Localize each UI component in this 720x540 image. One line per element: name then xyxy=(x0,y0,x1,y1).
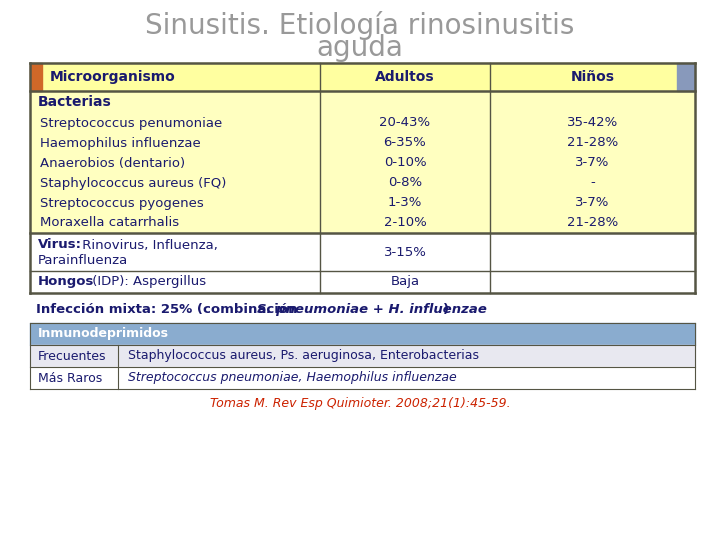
Text: Bacterias: Bacterias xyxy=(38,95,112,109)
Text: Streptococcus penumoniae: Streptococcus penumoniae xyxy=(40,117,222,130)
Bar xyxy=(42,63,677,91)
Text: S. pneumoniae + H. influenzae: S. pneumoniae + H. influenzae xyxy=(257,302,487,315)
Text: Baja: Baja xyxy=(390,275,420,288)
Bar xyxy=(677,63,695,91)
Text: Haemophilus influenzae: Haemophilus influenzae xyxy=(40,137,201,150)
Text: Inmunodeprimidos: Inmunodeprimidos xyxy=(38,327,169,341)
Text: Anaerobios (dentario): Anaerobios (dentario) xyxy=(40,157,185,170)
Text: Niños: Niños xyxy=(570,70,614,84)
Text: Hongos: Hongos xyxy=(38,275,94,288)
Bar xyxy=(30,367,695,389)
Text: Adultos: Adultos xyxy=(375,70,435,84)
Text: 2-10%: 2-10% xyxy=(384,217,426,230)
Text: Parainfluenza: Parainfluenza xyxy=(38,254,128,267)
Text: ): ) xyxy=(443,302,449,315)
Text: 0-10%: 0-10% xyxy=(384,157,426,170)
Bar xyxy=(30,271,695,293)
Text: Staphylococcus aureus, Ps. aeruginosa, Enterobacterias: Staphylococcus aureus, Ps. aeruginosa, E… xyxy=(128,349,479,362)
Bar xyxy=(30,345,695,367)
Text: 3-15%: 3-15% xyxy=(384,246,426,260)
Bar xyxy=(30,323,695,345)
Bar xyxy=(30,233,695,271)
Text: 21-28%: 21-28% xyxy=(567,137,618,150)
Text: (IDP): Aspergillus: (IDP): Aspergillus xyxy=(88,275,206,288)
Text: 3-7%: 3-7% xyxy=(575,157,610,170)
Text: 3-7%: 3-7% xyxy=(575,197,610,210)
Text: -: - xyxy=(590,177,595,190)
Bar xyxy=(30,91,695,233)
Text: 1-3%: 1-3% xyxy=(388,197,422,210)
Text: 35-42%: 35-42% xyxy=(567,117,618,130)
Text: Rinovirus, Influenza,: Rinovirus, Influenza, xyxy=(78,239,218,252)
Text: 0-8%: 0-8% xyxy=(388,177,422,190)
Text: Streptococcus pneumoniae, Haemophilus influenzae: Streptococcus pneumoniae, Haemophilus in… xyxy=(128,372,456,384)
Text: 6-35%: 6-35% xyxy=(384,137,426,150)
Text: Más Raros: Más Raros xyxy=(38,372,102,384)
Bar xyxy=(30,63,42,91)
Text: Moraxella catarrhalis: Moraxella catarrhalis xyxy=(40,217,179,230)
Text: Virus:: Virus: xyxy=(38,239,82,252)
Text: 20-43%: 20-43% xyxy=(379,117,431,130)
Text: Frecuentes: Frecuentes xyxy=(38,349,107,362)
Text: Streptococcus pyogenes: Streptococcus pyogenes xyxy=(40,197,204,210)
Text: Staphylococcus aureus (FQ): Staphylococcus aureus (FQ) xyxy=(40,177,226,190)
Text: 21-28%: 21-28% xyxy=(567,217,618,230)
Text: Microorganismo: Microorganismo xyxy=(50,70,176,84)
Text: Infección mixta: 25% (combinación: Infección mixta: 25% (combinación xyxy=(36,302,302,315)
Text: Tomas M. Rev Esp Quimioter. 2008;21(1):45-59.: Tomas M. Rev Esp Quimioter. 2008;21(1):4… xyxy=(210,396,510,409)
Text: aguda: aguda xyxy=(317,34,403,62)
Text: Sinusitis. Etiología rinosinusitis: Sinusitis. Etiología rinosinusitis xyxy=(145,10,575,39)
